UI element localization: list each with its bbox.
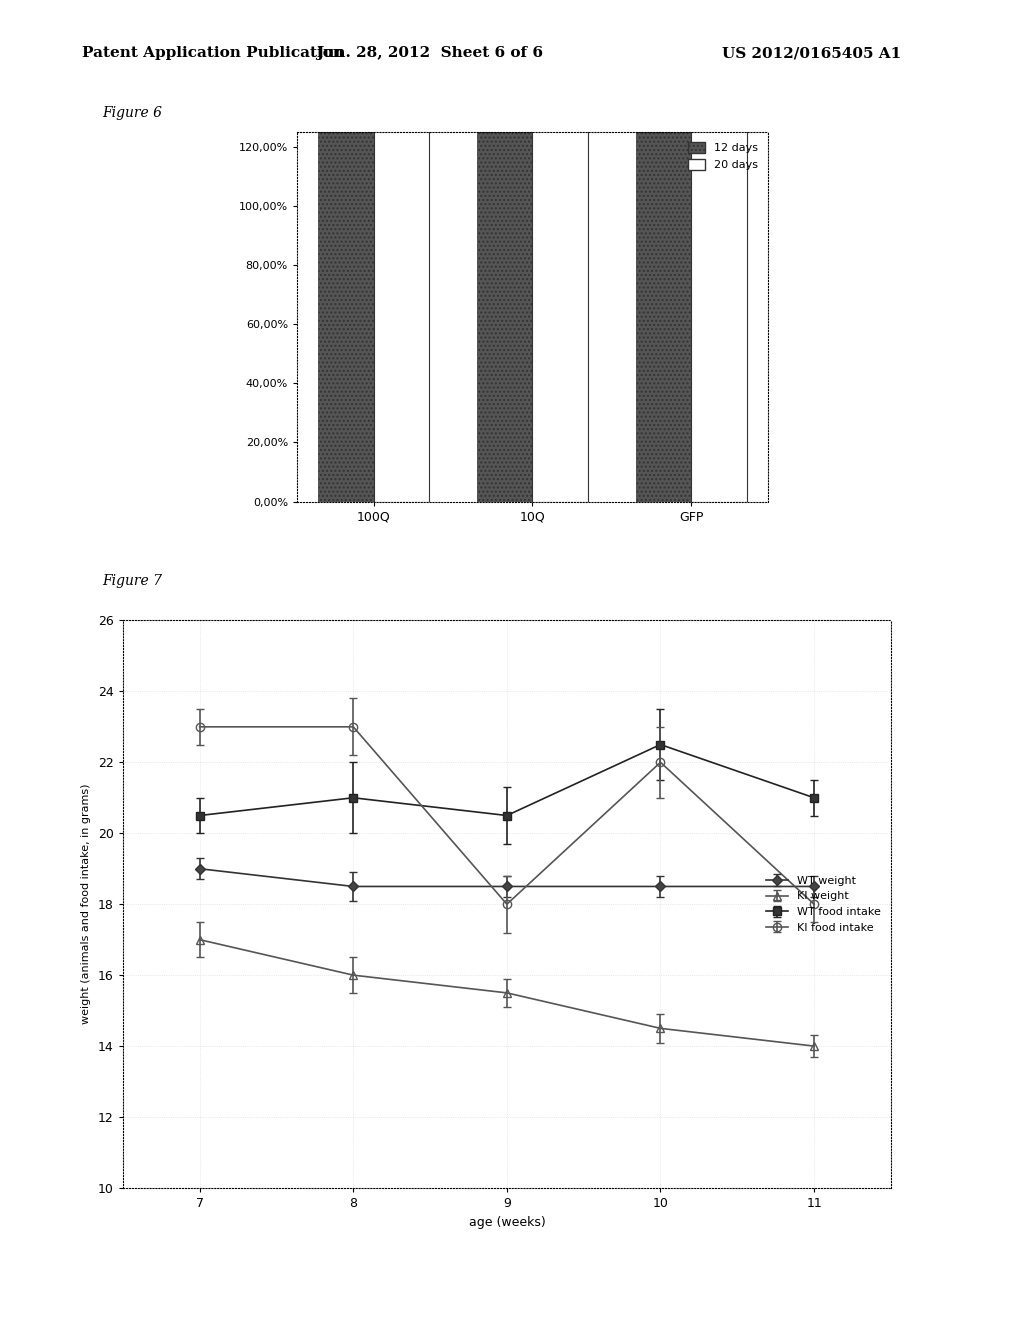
Text: Figure 6: Figure 6 [102,106,163,120]
Bar [636,0,691,502]
Legend: 12 days, 20 days: 12 days, 20 days [684,137,763,174]
Legend: WT weight, KI weight, WT food intake, KI food intake: WT weight, KI weight, WT food intake, KI… [762,871,886,937]
Text: Jun. 28, 2012  Sheet 6 of 6: Jun. 28, 2012 Sheet 6 of 6 [316,46,544,61]
Y-axis label: weight (animals and food intake, in grams): weight (animals and food intake, in gram… [81,784,91,1024]
Bar [374,0,429,502]
Bar [691,0,746,502]
Bar [318,0,374,502]
X-axis label: age (weeks): age (weeks) [469,1216,545,1229]
Bar [532,0,588,502]
Bar [477,0,532,502]
Text: Patent Application Publication: Patent Application Publication [82,46,344,61]
Text: US 2012/0165405 A1: US 2012/0165405 A1 [722,46,901,61]
Text: Figure 7: Figure 7 [102,574,163,589]
